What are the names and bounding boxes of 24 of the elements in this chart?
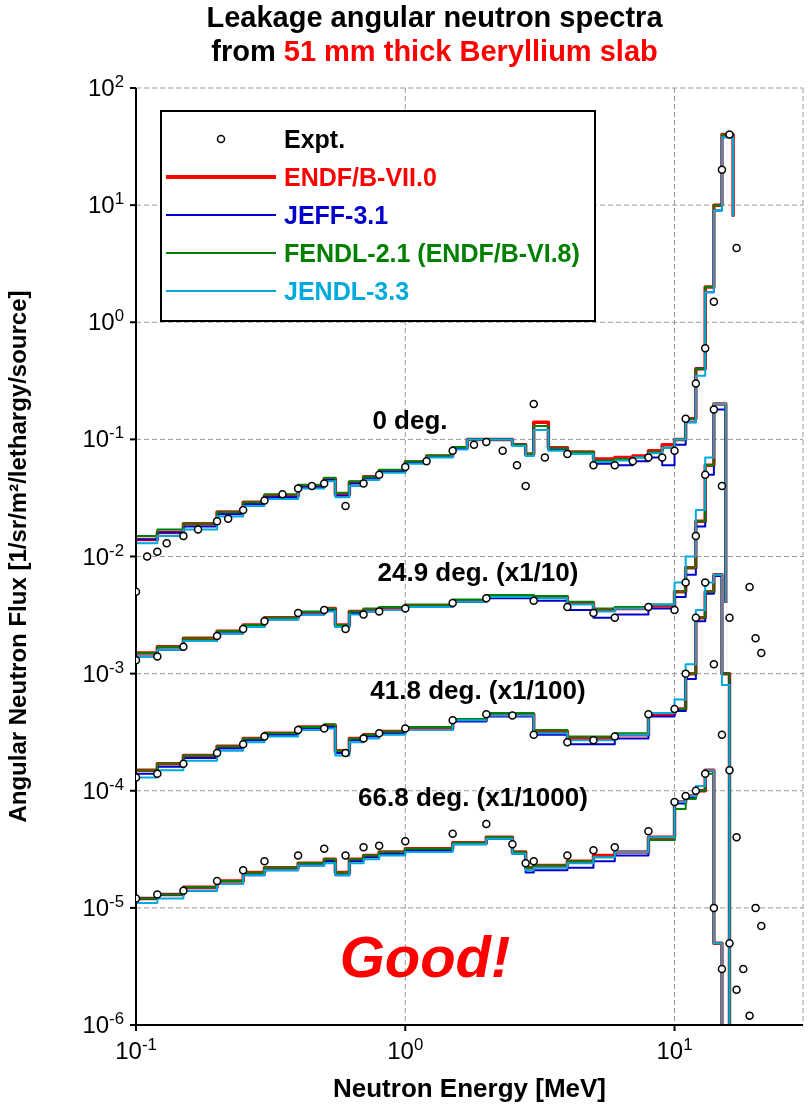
annotation: 24.9 deg. (x1/10)	[377, 557, 579, 588]
annotation: 41.8 deg. (x1/100)	[370, 675, 586, 706]
y-axis-title: Angular Neutron Flux [1/sr/m²/lethargy/source]	[4, 290, 31, 823]
y-tick-label: 10$^{1}$	[87, 188, 124, 219]
annotation: 66.8 deg. (x1/1000)	[358, 782, 588, 813]
x-tick-label: 10$^{0}$	[387, 1034, 424, 1064]
legend-label: FENDL-2.1 (ENDF/B-VI.8)	[284, 238, 580, 268]
y-tick-label: 10$^{-3}$	[82, 657, 124, 687]
x-axis-title: Neutron Energy [MeV]	[332, 1073, 607, 1103]
y-tick-label: 10$^{0}$	[87, 305, 124, 336]
y-tick-label: 10$^{-1}$	[82, 422, 124, 453]
legend-label: Expt.	[284, 124, 346, 154]
series-label: JEFF-3.1	[284, 200, 389, 230]
x-tick-label: 10$^{1}$	[656, 1034, 693, 1064]
annotation: 0 deg.	[372, 405, 448, 436]
annotation: Good!	[339, 924, 511, 990]
y-tick-label: 10$^{-4}$	[82, 774, 124, 804]
chart-subtitle: from 51 mm thick Beryllium slab	[211, 35, 658, 67]
chart-title: Leakage angular neutron spectra	[205, 0, 664, 34]
legend-label: JENDL-3.3	[284, 276, 410, 306]
legend-label: ENDF/B-VII.0	[284, 162, 437, 192]
y-tick-label: 10$^{-2}$	[82, 540, 124, 570]
y-tick-label: 10$^{-5}$	[82, 891, 124, 921]
y-tick-label: 10$^{2}$	[87, 71, 124, 101]
